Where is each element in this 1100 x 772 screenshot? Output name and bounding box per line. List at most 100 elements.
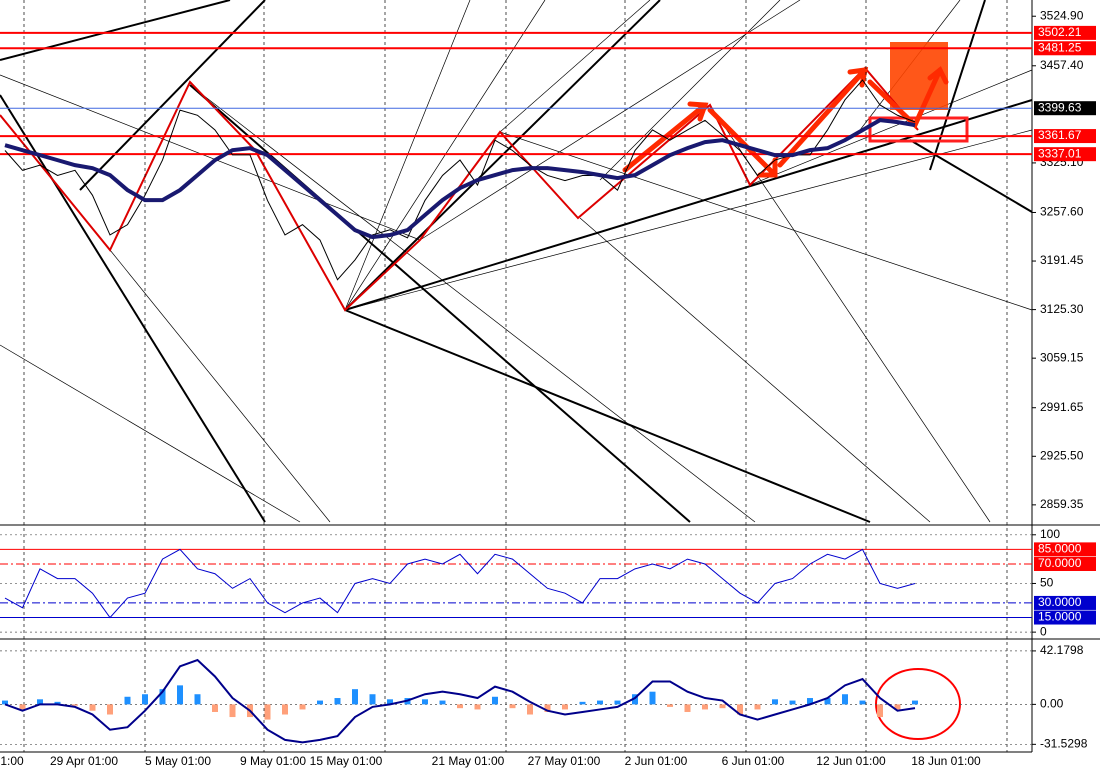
y-tick-label: 3191.45 <box>1040 253 1084 267</box>
y-tick-label: 0 <box>1040 624 1047 638</box>
histogram-bar <box>369 694 376 705</box>
x-tick-label: 15 May 01:00 <box>310 754 383 768</box>
histogram-bar <box>422 699 428 705</box>
level-label-bg <box>1034 610 1096 625</box>
histogram-bar <box>509 704 516 709</box>
histogram-bar <box>194 694 201 705</box>
x-tick-label: 1:00 <box>0 754 24 768</box>
histogram-bar <box>19 704 26 710</box>
histogram-bar <box>719 704 726 709</box>
histogram-bar <box>824 698 831 705</box>
histogram-bar <box>912 700 918 705</box>
x-tick-label: 29 Apr 01:00 <box>50 754 118 768</box>
y-tick-label: 3457.40 <box>1040 58 1084 72</box>
histogram-bar <box>177 685 183 705</box>
y-tick-label: 3257.60 <box>1040 205 1084 219</box>
y-tick-label: 0.00 <box>1040 697 1064 711</box>
histogram-bar <box>842 694 848 705</box>
histogram-bar <box>597 700 603 705</box>
histogram-bar <box>282 704 288 715</box>
y-tick-label: 3125.30 <box>1040 302 1084 316</box>
series-line <box>4 658 916 744</box>
x-tick-label: 9 May 01:00 <box>240 754 306 768</box>
y-tick-label: 3059.15 <box>1040 350 1084 364</box>
histogram-bar <box>317 700 323 705</box>
histogram-bar <box>439 700 446 705</box>
level-label-bg <box>1034 542 1096 557</box>
histogram-bar <box>387 699 393 705</box>
x-tick-label: 21 May 01:00 <box>432 754 505 768</box>
y-tick-label: 2925.50 <box>1040 448 1084 462</box>
y-tick-label: -31.5298 <box>1040 737 1088 751</box>
histogram-bar <box>54 701 61 705</box>
histogram-bar <box>579 701 586 705</box>
histogram-bar <box>754 704 761 710</box>
level-label: 3337.01 <box>1038 146 1082 160</box>
histogram-bar <box>334 698 341 705</box>
x-tick-label: 6 Jun 01:00 <box>722 754 785 768</box>
time-grid <box>23 0 1008 752</box>
histogram-bar <box>562 704 568 710</box>
histogram-bar <box>789 700 796 705</box>
histogram-bar <box>544 704 551 712</box>
histogram-bar <box>684 704 691 712</box>
level-label: 3399.63 <box>1038 100 1082 114</box>
level-label-bg <box>1034 41 1096 56</box>
plot-background <box>0 0 1032 750</box>
y-tick-label: 42.1798 <box>1040 643 1084 657</box>
histogram-bar <box>457 704 463 709</box>
histogram-bar <box>124 696 131 705</box>
y-tick-label: 100 <box>1040 527 1060 541</box>
level-label-bg <box>1034 595 1096 610</box>
histogram-bar <box>527 704 533 715</box>
level-label: 3361.67 <box>1038 128 1082 142</box>
level-label-bg <box>1034 25 1096 40</box>
level-label-bg <box>1034 556 1096 571</box>
histogram-bar <box>299 704 306 710</box>
y-tick-label: 50 <box>1040 576 1054 590</box>
histogram-bar <box>807 698 813 705</box>
y-tick-label: 3524.90 <box>1040 8 1084 22</box>
histogram-bar <box>212 704 218 712</box>
histogram-bar <box>474 704 481 710</box>
histogram-bar <box>772 699 778 705</box>
histogram-bar <box>492 696 498 705</box>
histogram-bar <box>894 704 901 710</box>
histogram-bar <box>702 704 708 710</box>
histogram-bar <box>142 694 148 705</box>
histogram-bar <box>352 689 358 705</box>
histogram-bar <box>2 700 8 705</box>
histogram-bar <box>229 704 236 718</box>
x-tick-label: 2 Jun 01:00 <box>625 754 688 768</box>
x-tick-label: 12 Jun 01:00 <box>816 754 886 768</box>
level-label: 15.0000 <box>1038 610 1082 624</box>
y-tick-label: 2859.35 <box>1040 497 1084 511</box>
x-tick-label: 5 May 01:00 <box>145 754 211 768</box>
level-label: 85.0000 <box>1038 542 1082 556</box>
trend-lines <box>0 0 1033 523</box>
level-label: 3502.21 <box>1038 25 1082 39</box>
level-label-bg <box>1034 147 1096 162</box>
histogram-bar <box>89 704 96 711</box>
histogram-bar <box>159 689 166 705</box>
histogram-bar <box>859 700 866 705</box>
histogram-bar <box>667 704 673 707</box>
level-label: 30.0000 <box>1038 595 1082 609</box>
highlight-circle <box>875 668 961 740</box>
histogram-bar <box>37 699 43 705</box>
histogram-bar <box>264 704 271 720</box>
histogram-bar <box>877 704 883 718</box>
histogram-bar <box>107 704 113 715</box>
histogram-bar <box>632 694 638 705</box>
histogram-bar <box>737 704 743 715</box>
x-tick-label: 18 Jun 01:00 <box>911 754 981 768</box>
level-label-bg <box>1034 101 1096 116</box>
level-label-bg <box>1034 129 1096 144</box>
series-line <box>4 79 916 281</box>
x-tick-label: 27 May 01:00 <box>528 754 601 768</box>
series-line <box>4 118 916 240</box>
level-label: 3481.25 <box>1038 40 1082 54</box>
histogram-bar <box>72 704 78 706</box>
series-line <box>4 548 916 619</box>
y-tick-label: 2991.65 <box>1040 400 1084 414</box>
